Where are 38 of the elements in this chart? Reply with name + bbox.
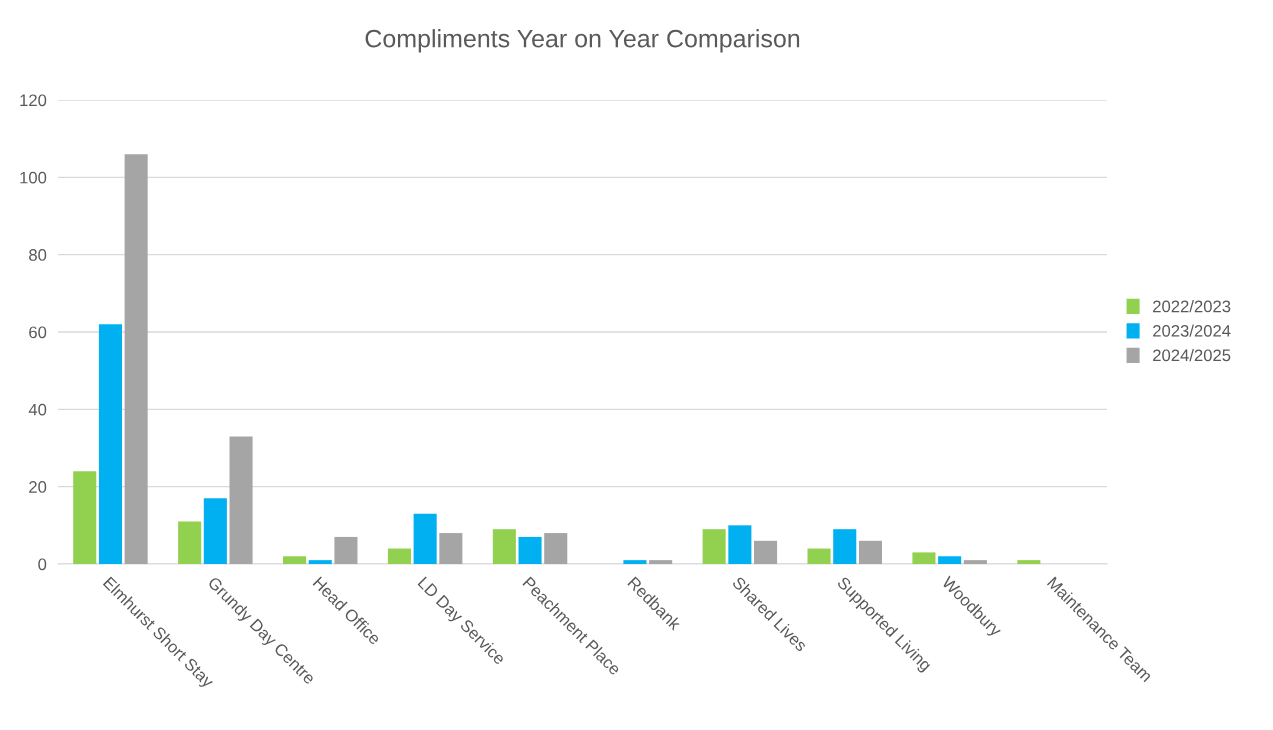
bar bbox=[124, 154, 148, 564]
bar bbox=[73, 471, 97, 564]
bar bbox=[912, 552, 936, 564]
y-tick-label: 120 bbox=[20, 94, 47, 107]
bar bbox=[334, 536, 358, 564]
bar bbox=[387, 548, 411, 564]
legend-label: 2024/2025 bbox=[1153, 348, 1231, 362]
bar bbox=[439, 533, 463, 564]
y-tick-label: 40 bbox=[28, 403, 47, 416]
bar bbox=[308, 560, 332, 564]
bar bbox=[963, 560, 987, 564]
bar bbox=[178, 521, 202, 564]
bar bbox=[98, 324, 122, 564]
bar bbox=[858, 540, 882, 564]
bar bbox=[492, 529, 516, 564]
y-tick-label: 100 bbox=[20, 171, 47, 184]
bar bbox=[702, 529, 726, 564]
bar bbox=[833, 529, 857, 564]
y-tick-label: 80 bbox=[29, 249, 47, 261]
bar bbox=[413, 513, 437, 564]
legend-label: 2022/2023 bbox=[1153, 300, 1231, 313]
bar bbox=[623, 560, 647, 564]
legend-label: 2023/2024 bbox=[1153, 324, 1231, 337]
bar bbox=[203, 498, 227, 564]
bar bbox=[649, 560, 673, 564]
y-tick-label: 0 bbox=[38, 558, 47, 571]
y-tick-label: 20 bbox=[29, 481, 47, 493]
bar bbox=[1017, 560, 1041, 564]
bar bbox=[518, 536, 542, 564]
bar bbox=[728, 525, 752, 564]
bar bbox=[754, 540, 778, 564]
bar bbox=[938, 556, 962, 564]
bar bbox=[544, 533, 568, 564]
bar bbox=[229, 436, 253, 564]
bar bbox=[807, 548, 831, 564]
chart-title: Compliments Year on Year Comparison bbox=[365, 29, 800, 53]
y-tick-label: 60 bbox=[29, 326, 47, 339]
bar bbox=[283, 556, 307, 564]
